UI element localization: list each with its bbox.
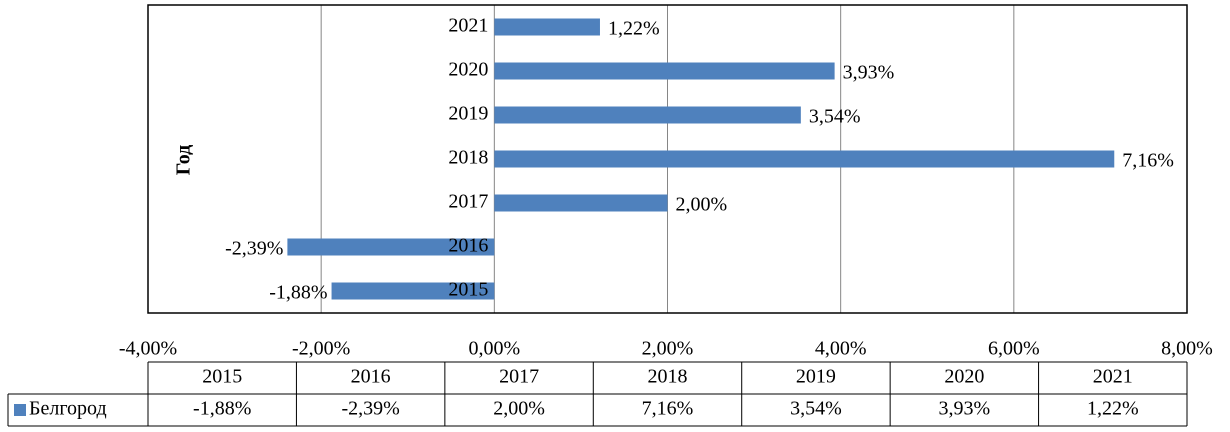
table-value: 2,00% — [493, 398, 545, 420]
table-header: 2015 — [202, 366, 242, 388]
data-label: 7,16% — [1122, 150, 1174, 172]
bar — [331, 282, 495, 300]
table-value: 3,54% — [790, 398, 842, 420]
x-tick-label: 6,00% — [988, 338, 1040, 360]
table-header: 2016 — [351, 366, 391, 388]
table-value: -1,88% — [193, 398, 251, 420]
y-tick-label: 2020 — [448, 59, 488, 81]
bar — [494, 106, 801, 124]
x-tick-label: 0,00% — [468, 338, 520, 360]
data-label: 2,00% — [676, 194, 728, 216]
bar — [494, 150, 1115, 168]
bar — [494, 18, 600, 36]
x-tick-label: 2,00% — [642, 338, 694, 360]
data-label: -1,88% — [269, 282, 327, 304]
y-tick-label: 2015 — [448, 279, 488, 301]
x-tick-label: -4,00% — [119, 338, 177, 360]
bar — [494, 194, 668, 212]
y-tick-label: 2018 — [448, 147, 488, 169]
x-tick-label: 4,00% — [815, 338, 867, 360]
y-axis-label: Год — [173, 145, 195, 176]
table-header: 2017 — [499, 366, 539, 388]
table-header: 2020 — [944, 366, 984, 388]
x-tick-label: -2,00% — [292, 338, 350, 360]
data-label: 1,22% — [608, 18, 660, 40]
table-value: 3,93% — [939, 398, 991, 420]
x-tick-label: 8,00% — [1161, 338, 1213, 360]
data-label: -2,39% — [225, 238, 283, 260]
legend-label: Белгород — [29, 398, 107, 420]
table-value: -2,39% — [341, 398, 399, 420]
data-label: 3,93% — [843, 62, 895, 84]
y-tick-label: 2016 — [448, 235, 488, 257]
legend-swatch — [14, 404, 26, 416]
y-tick-label: 2019 — [448, 103, 488, 125]
y-tick-label: 2017 — [448, 191, 488, 213]
table-header: 2021 — [1093, 366, 1133, 388]
table-header: 2018 — [648, 366, 688, 388]
bar — [494, 62, 835, 80]
data-label: 3,54% — [809, 106, 861, 128]
bar — [287, 238, 495, 256]
table-header: 2019 — [796, 366, 836, 388]
table-value: 7,16% — [642, 398, 694, 420]
table-value: 1,22% — [1087, 398, 1139, 420]
plot-border — [147, 4, 1188, 314]
y-tick-label: 2021 — [448, 15, 488, 37]
